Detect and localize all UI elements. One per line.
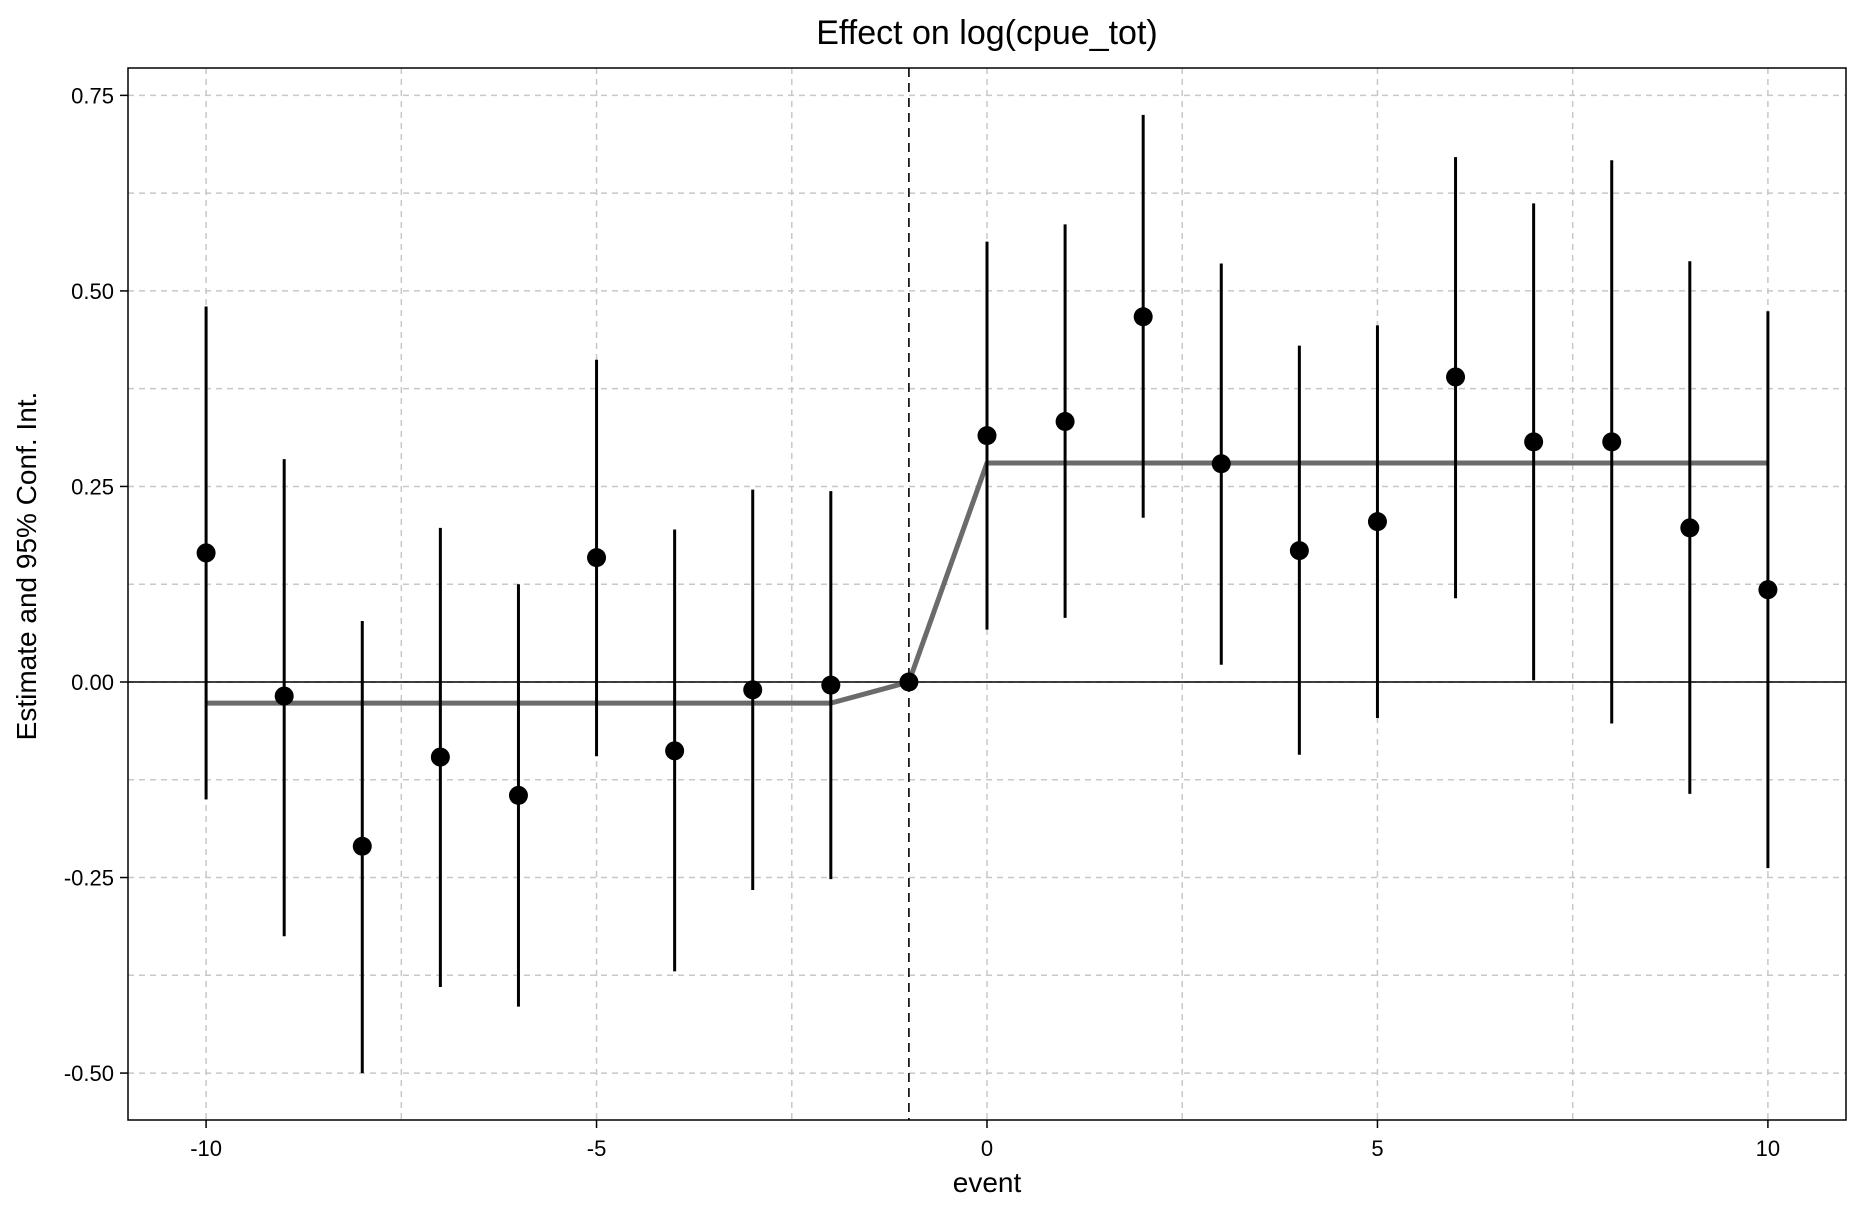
data-point <box>1602 432 1622 452</box>
data-point <box>587 548 607 568</box>
data-point <box>1446 367 1466 387</box>
data-point <box>1758 580 1778 600</box>
y-axis-ticks: -0.50 -0.25 0.00 0.25 0.50 0.75 <box>64 83 128 1086</box>
x-axis-ticks: -10 -5 0 5 10 <box>190 1120 1780 1161</box>
x-tick-label: 0 <box>981 1136 993 1161</box>
y-tick-label: -0.50 <box>64 1061 114 1086</box>
reference-lines <box>128 68 1846 1120</box>
data-point <box>1211 454 1231 474</box>
data-point <box>821 675 841 695</box>
points <box>196 307 1778 856</box>
data-point <box>1289 541 1309 561</box>
y-tick-label: 0.75 <box>71 83 114 108</box>
data-point <box>665 741 685 761</box>
data-point <box>274 686 294 706</box>
x-tick-label: -10 <box>190 1136 222 1161</box>
data-point <box>743 680 763 700</box>
data-point <box>1133 307 1153 327</box>
y-tick-label: 0.50 <box>71 279 114 304</box>
data-point <box>1524 432 1544 452</box>
x-axis-title: event <box>953 1167 1022 1198</box>
x-tick-label: 10 <box>1756 1136 1780 1161</box>
data-point <box>899 672 919 692</box>
chart-title: Effect on log(cpue_tot) <box>816 14 1157 52</box>
data-point <box>977 426 997 446</box>
data-point <box>1055 412 1075 432</box>
data-point <box>1680 518 1700 538</box>
y-tick-label: 0.00 <box>71 670 114 695</box>
y-tick-label: 0.25 <box>71 474 114 499</box>
data-point <box>1367 512 1387 532</box>
x-tick-label: 5 <box>1371 1136 1383 1161</box>
y-axis-title: Estimate and 95% Conf. Int. <box>11 392 42 741</box>
data-point <box>196 543 216 563</box>
data-point <box>352 836 372 856</box>
x-tick-label: -5 <box>587 1136 607 1161</box>
y-tick-label: -0.25 <box>64 866 114 891</box>
data-point <box>508 785 528 805</box>
data-point <box>430 747 450 767</box>
